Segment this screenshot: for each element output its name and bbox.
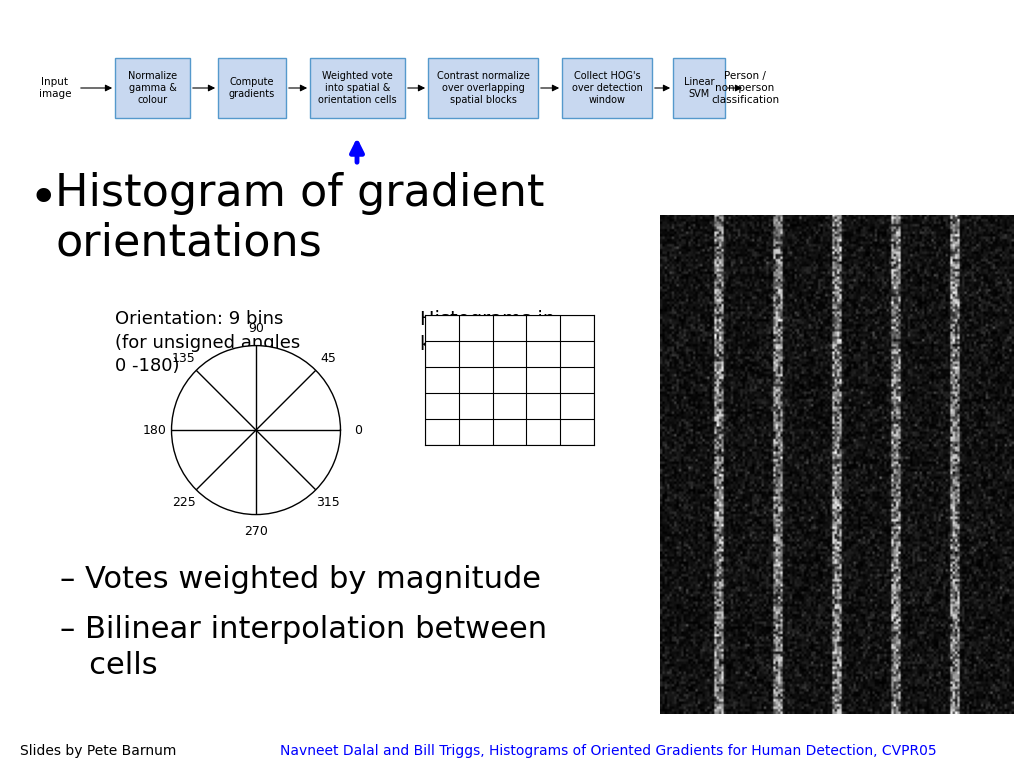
Text: Collect HOG's
over detection
window: Collect HOG's over detection window <box>571 71 642 104</box>
FancyBboxPatch shape <box>218 58 286 118</box>
Text: Contrast normalize
over overlapping
spatial blocks: Contrast normalize over overlapping spat… <box>436 71 529 104</box>
Text: Navneet Dalal and Bill Triggs, Histograms of Oriented Gradients for Human Detect: Navneet Dalal and Bill Triggs, Histogram… <box>280 744 937 758</box>
Text: Histograms in
k x k pixel cells: Histograms in k x k pixel cells <box>420 310 569 354</box>
Text: Input
image: Input image <box>39 78 72 99</box>
Text: Compute
gradients: Compute gradients <box>229 78 275 99</box>
Text: Linear
SVM: Linear SVM <box>684 78 715 99</box>
FancyBboxPatch shape <box>310 58 406 118</box>
Text: Slides by Pete Barnum: Slides by Pete Barnum <box>20 744 176 758</box>
Text: •: • <box>28 175 57 223</box>
FancyBboxPatch shape <box>115 58 190 118</box>
FancyBboxPatch shape <box>428 58 538 118</box>
Text: Person /
non-person
classification: Person / non-person classification <box>711 71 779 104</box>
Text: – Votes weighted by magnitude: – Votes weighted by magnitude <box>60 565 541 594</box>
Text: Normalize
gamma &
colour: Normalize gamma & colour <box>128 71 177 104</box>
Text: Orientation: 9 bins
(for unsigned angles
0 -180): Orientation: 9 bins (for unsigned angles… <box>115 310 300 376</box>
FancyBboxPatch shape <box>562 58 652 118</box>
Text: Histogram of gradient
orientations: Histogram of gradient orientations <box>55 172 545 265</box>
Text: – Bilinear interpolation between
   cells: – Bilinear interpolation between cells <box>60 615 547 680</box>
Text: Weighted vote
into spatial &
orientation cells: Weighted vote into spatial & orientation… <box>318 71 397 104</box>
FancyBboxPatch shape <box>673 58 725 118</box>
